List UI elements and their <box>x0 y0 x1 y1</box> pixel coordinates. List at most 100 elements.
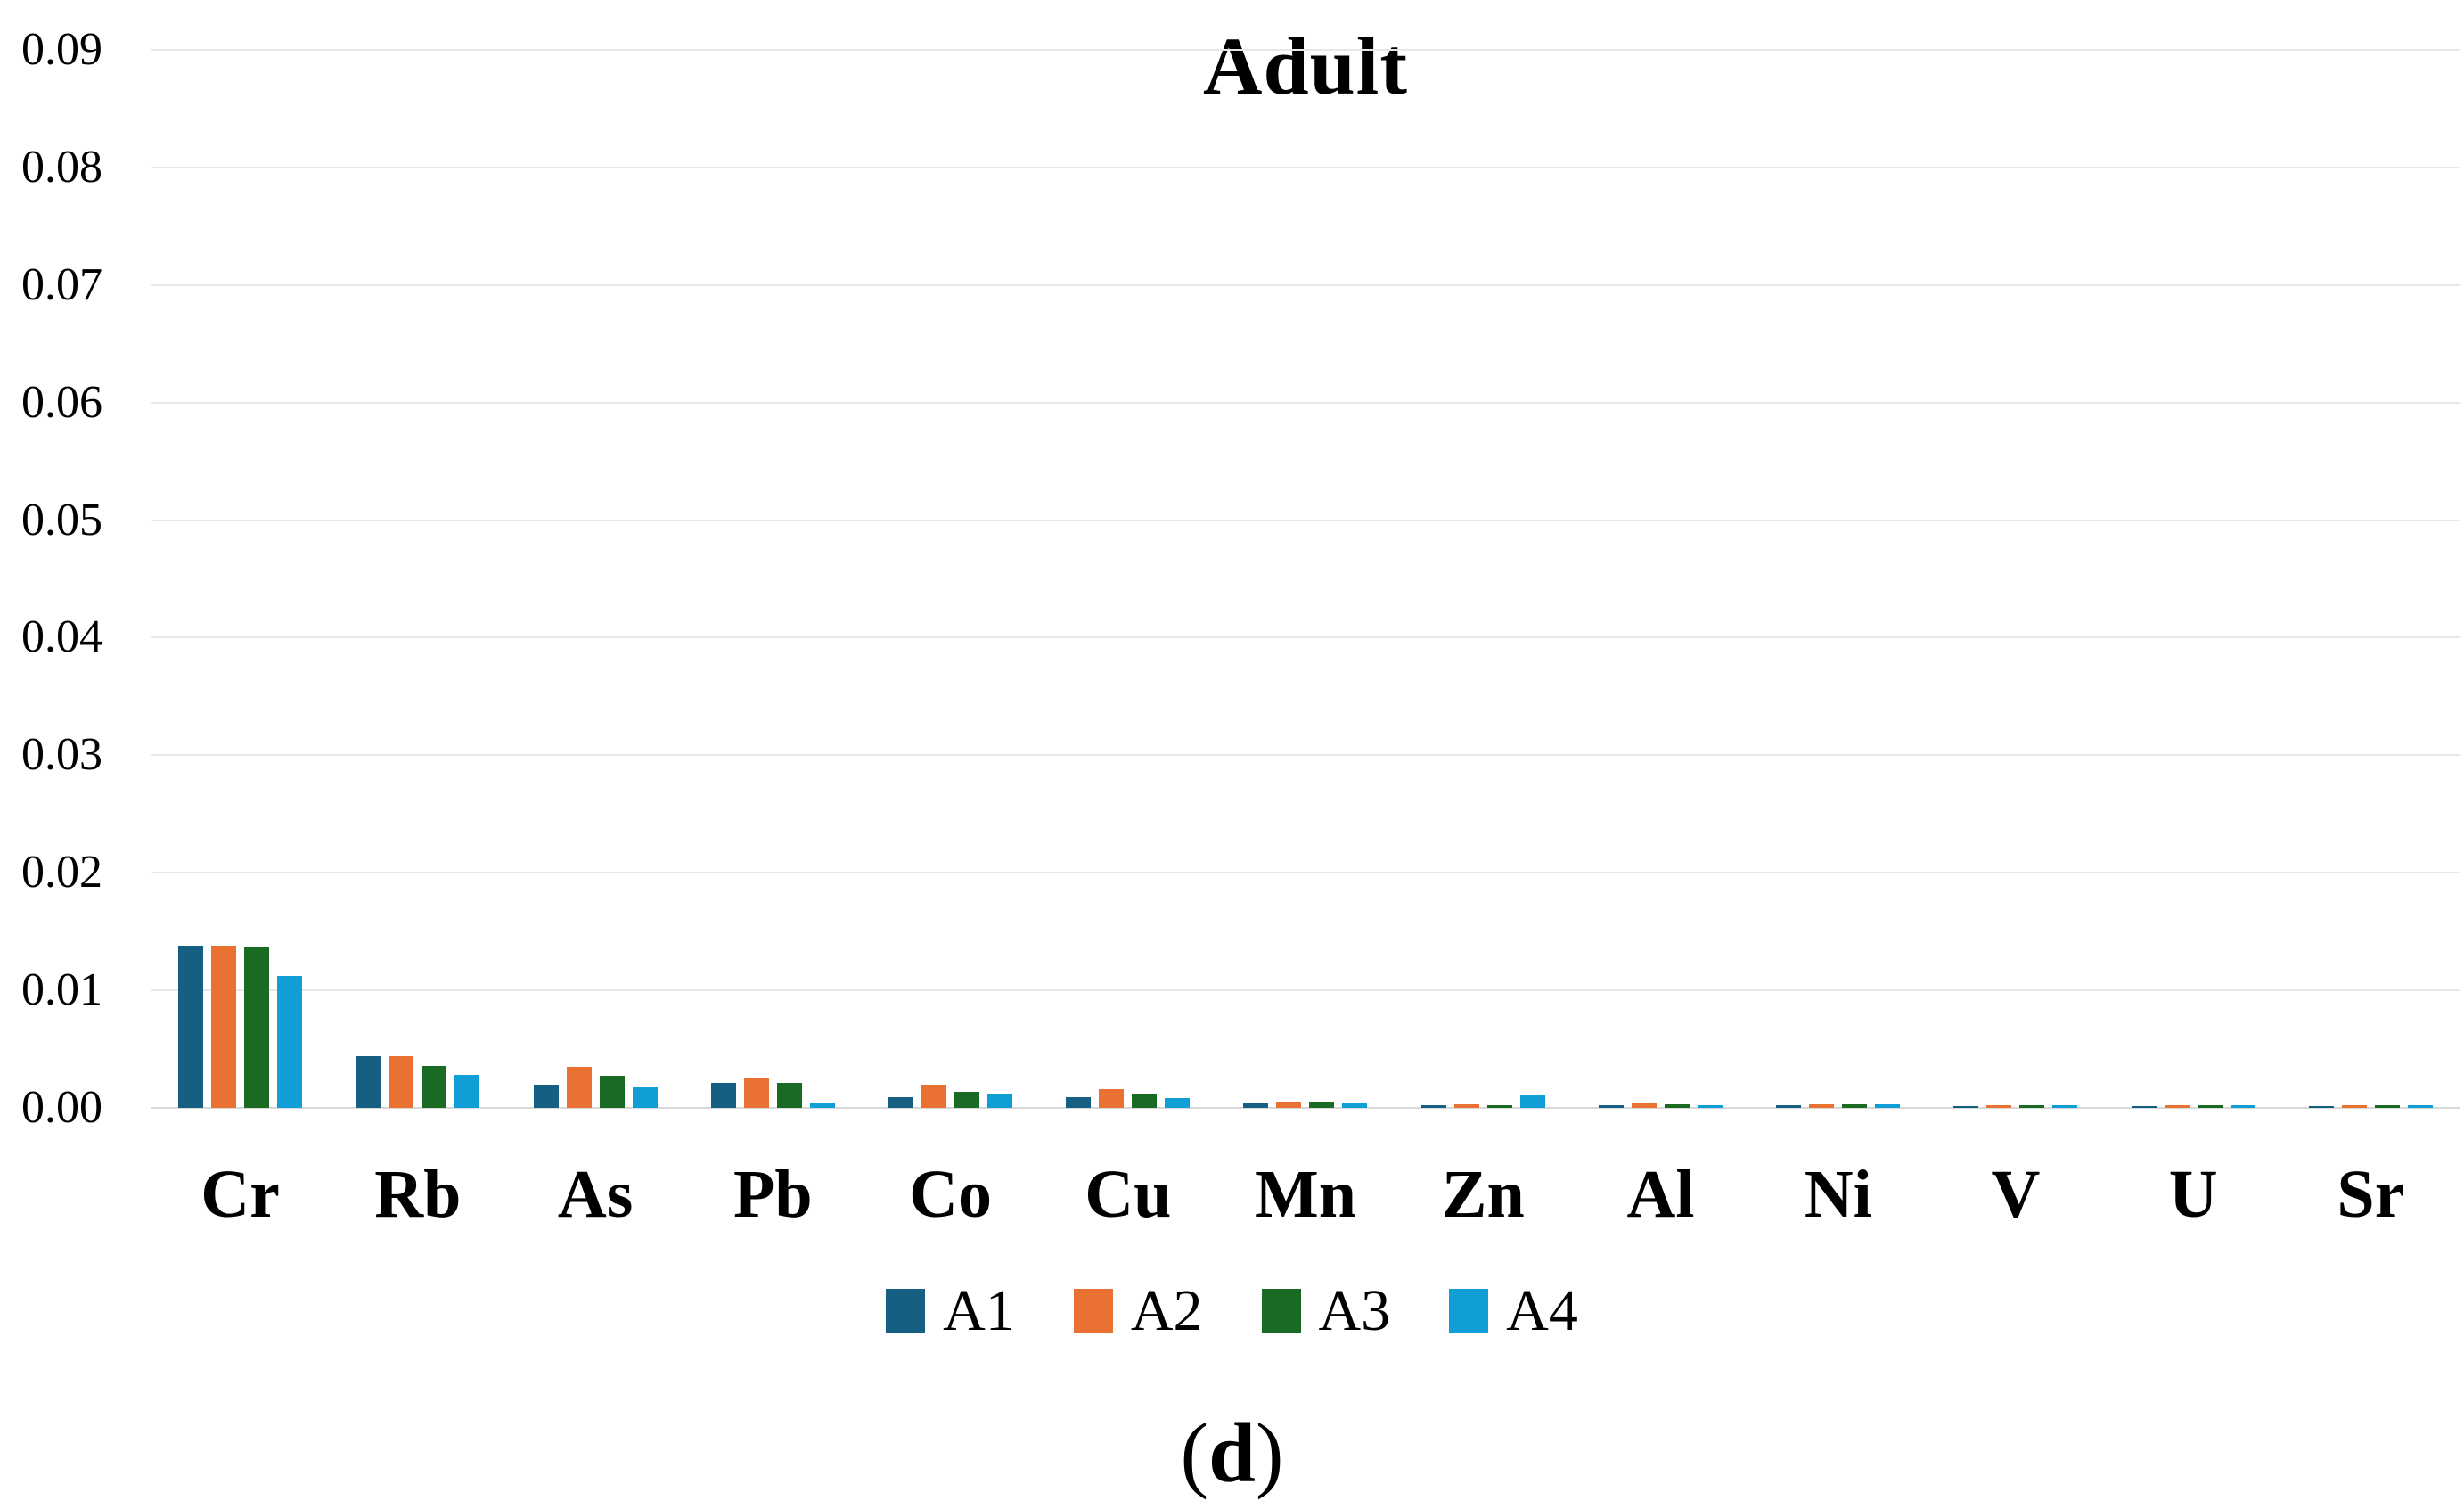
bar-a2-rb <box>389 1056 414 1108</box>
bar-a1-zn <box>1420 1105 1446 1108</box>
bar-group-al <box>1572 50 1749 1108</box>
bar-a3-pb <box>776 1083 802 1108</box>
bar-a3-cr <box>244 947 270 1108</box>
bar-a2-cr <box>211 946 237 1108</box>
legend-swatch-icon-a3 <box>1261 1289 1301 1333</box>
bar-a1-u <box>2131 1106 2157 1108</box>
bar-group-v <box>1927 50 2104 1108</box>
x-axis-line <box>151 1107 2460 1109</box>
bar-group-rb <box>329 50 506 1108</box>
figure-caption: (d) <box>0 1406 2464 1500</box>
y-axis-tick-label: 0.02 <box>21 847 102 898</box>
y-axis-tick-label: 0.09 <box>21 24 102 75</box>
x-axis-category-label-ni: Ni <box>1804 1157 1872 1232</box>
y-axis-tick-label: 0.03 <box>21 729 102 781</box>
bar-a1-as <box>533 1085 559 1108</box>
bar-group-mn <box>1216 50 1394 1108</box>
bar-a3-co <box>954 1092 980 1108</box>
bar-a1-sr <box>2308 1106 2334 1108</box>
gridline <box>151 283 2460 286</box>
bar-a4-v <box>2052 1105 2078 1108</box>
bar-a4-pb <box>809 1103 835 1108</box>
bar-a2-v <box>1986 1105 2012 1108</box>
bar-a2-co <box>921 1085 947 1108</box>
x-axis-category-label-co: Co <box>909 1157 992 1232</box>
y-axis-tick-label: 0.00 <box>21 1082 102 1133</box>
bar-a4-sr <box>2407 1105 2433 1108</box>
gridline <box>151 49 2460 51</box>
plot-area: 0.00 0.01 0.02 0.03 0.04 0.05 0.06 0.07 0.08 0.09 <box>21 27 2460 1131</box>
legend-item-a4: A4 <box>1449 1282 1578 1341</box>
y-axis-tick-label: 0.01 <box>21 964 102 1016</box>
y-axis-tick-label: 0.04 <box>21 611 102 663</box>
bar-a2-u <box>2164 1105 2190 1108</box>
legend-label-a4: A4 <box>1506 1278 1578 1343</box>
caption-letter: d <box>1208 1406 1256 1500</box>
bar-group-cu <box>1039 50 1216 1108</box>
x-axis-category-label-as: As <box>557 1157 634 1232</box>
bar-group-as <box>506 50 684 1108</box>
bar-a2-sr <box>2341 1105 2367 1108</box>
bar-a1-cr <box>178 946 204 1108</box>
legend-label-a3: A3 <box>1318 1278 1391 1343</box>
y-axis-tick-label: 0.06 <box>21 376 102 428</box>
caption-paren-close: ) <box>1255 1406 1284 1500</box>
bar-a4-u <box>2230 1105 2255 1108</box>
x-axis-category-label-u: U <box>2168 1157 2218 1232</box>
y-axis-tick-label: 0.07 <box>21 258 102 310</box>
x-axis: Cr Rb As Pb Co Cu Mn Zn Al Ni V U Sr <box>151 1150 2460 1248</box>
bar-a1-pb <box>710 1083 736 1108</box>
bar-group-co <box>862 50 1039 1108</box>
bar-group-sr <box>2282 50 2460 1108</box>
bar-group-zn <box>1395 50 1572 1108</box>
y-axis-tick-label: 0.08 <box>21 141 102 193</box>
bar-a1-co <box>888 1097 914 1108</box>
bar-group-pb <box>684 50 862 1108</box>
bar-a4-al <box>1697 1105 1723 1108</box>
bar-a2-cu <box>1099 1089 1125 1108</box>
bar-a3-rb <box>422 1066 447 1108</box>
legend-label-a1: A1 <box>943 1278 1015 1343</box>
bar-a3-al <box>1664 1104 1690 1108</box>
bar-a3-u <box>2197 1105 2223 1108</box>
gridline <box>151 519 2460 521</box>
x-axis-category-label-zn: Zn <box>1441 1157 1525 1232</box>
bar-a4-mn <box>1342 1103 1368 1108</box>
legend-item-a1: A1 <box>886 1282 1015 1341</box>
bar-a1-ni <box>1776 1105 1802 1108</box>
gridline <box>151 401 2460 404</box>
x-axis-category-label-sr: Sr <box>2337 1157 2405 1232</box>
bar-a4-ni <box>1875 1104 1901 1108</box>
bar-a3-as <box>599 1076 625 1108</box>
legend-swatch-icon-a2 <box>1073 1289 1113 1333</box>
bar-a1-cu <box>1066 1097 1092 1108</box>
bar-group-cr <box>151 50 329 1108</box>
bar-a3-zn <box>1486 1105 1512 1108</box>
bar-a4-rb <box>454 1075 480 1108</box>
x-axis-category-label-mn: Mn <box>1255 1157 1357 1232</box>
bar-a3-ni <box>1842 1104 1868 1108</box>
legend-item-a3: A3 <box>1261 1278 1391 1343</box>
bar-a2-al <box>1631 1103 1657 1108</box>
bar-a1-al <box>1598 1105 1624 1108</box>
bar-a2-pb <box>743 1078 769 1108</box>
gridline <box>151 872 2460 874</box>
bar-a3-mn <box>1309 1102 1335 1108</box>
legend-swatch-icon-a1 <box>886 1289 926 1333</box>
bar-a3-cu <box>1132 1094 1158 1108</box>
gridline <box>151 754 2460 757</box>
bar-group-ni <box>1749 50 1927 1108</box>
bar-a1-v <box>1953 1106 1979 1108</box>
bar-a3-sr <box>2374 1105 2400 1108</box>
bar-a4-cu <box>1165 1098 1191 1108</box>
bar-a2-as <box>566 1067 592 1108</box>
bar-a1-mn <box>1243 1103 1269 1108</box>
x-axis-category-label-rb: Rb <box>374 1157 462 1232</box>
bar-a2-zn <box>1453 1104 1479 1108</box>
gridline <box>151 989 2460 992</box>
bar-a4-as <box>632 1087 658 1108</box>
x-axis-category-label-cu: Cu <box>1085 1157 1172 1232</box>
bar-a4-zn <box>1519 1095 1545 1108</box>
bar-a3-v <box>2019 1105 2045 1108</box>
